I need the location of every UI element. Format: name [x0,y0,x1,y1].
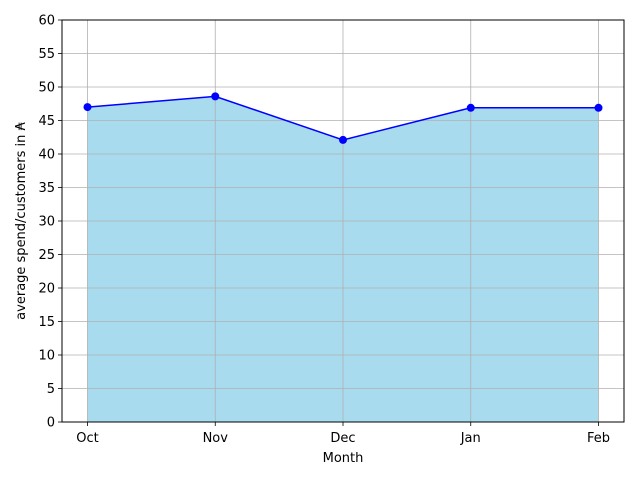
y-tick-layer: 0 5 10 15 20 25 30 35 40 45 50 55 60 [38,14,62,431]
y-tick-label: 30 [38,215,55,230]
data-point-marker [466,103,475,112]
x-tick-label: Feb [587,431,610,446]
y-tick-label: 60 [38,14,55,29]
y-tick-label: 40 [38,148,55,163]
y-tick-label: 15 [38,315,55,330]
x-axis-label: Month [323,451,364,466]
y-tick-label: 5 [47,382,55,397]
y-tick-label: 0 [47,416,55,431]
y-tick-label: 25 [38,248,55,263]
x-tick-label: Dec [330,431,355,446]
x-tick-label: Oct [76,431,98,446]
y-tick-label: 50 [38,81,55,96]
y-tick-label: 10 [38,349,55,364]
x-tick-label: Nov [203,431,229,446]
y-tick-label: 20 [38,282,55,297]
y-tick-label: 45 [38,114,55,129]
y-axis-label: average spend/customers in ₳ [14,121,29,319]
data-point-marker [339,135,347,144]
x-tick-layer: Oct Nov Dec Jan Feb [76,422,610,446]
marker-layer [83,92,603,144]
x-tick-label: Jan [460,431,481,446]
data-point-marker [83,103,92,112]
data-point-marker [211,92,220,101]
data-point-marker [594,103,603,112]
y-tick-label: 35 [38,181,55,196]
y-tick-label: 55 [38,47,55,62]
